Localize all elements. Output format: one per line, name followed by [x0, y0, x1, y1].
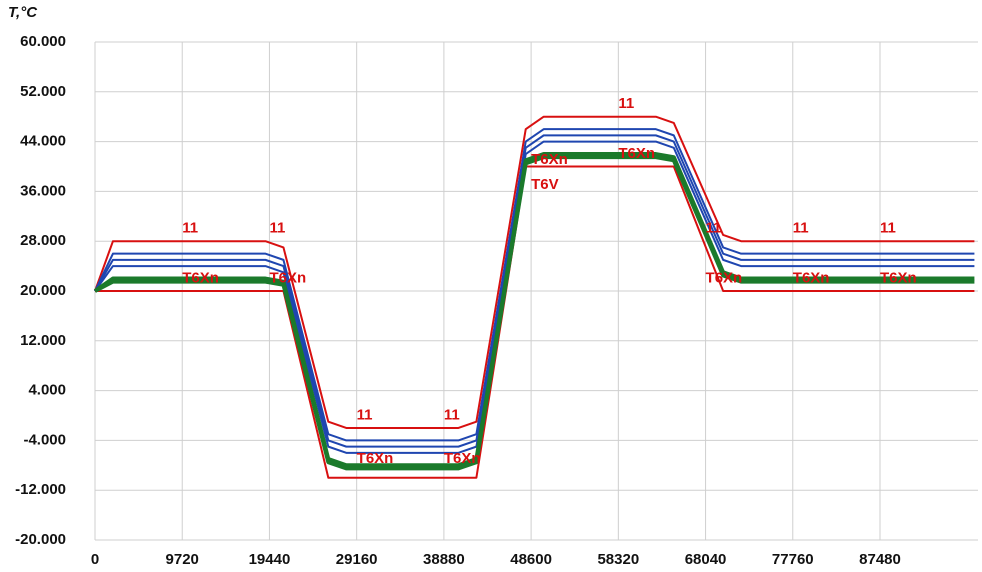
y-tick-label: -20.000	[15, 531, 66, 548]
annotation: T6Xn	[357, 450, 394, 467]
x-tick-label: 19440	[249, 551, 291, 568]
annotation: T6Xn	[444, 450, 481, 467]
annotation: 11	[182, 220, 198, 237]
annotation: 11	[357, 406, 373, 423]
annotation: T6Xn	[880, 270, 917, 287]
x-tick-label: 38880	[423, 551, 465, 568]
series-line	[94, 115, 975, 429]
annotation: 11	[706, 220, 722, 237]
annotation: 11	[618, 95, 634, 112]
annotation: 11	[880, 220, 896, 237]
annotation: T6Xn	[182, 270, 219, 287]
x-tick-label: 29160	[336, 551, 378, 568]
annotation: T6Xn	[618, 145, 655, 162]
series-line	[93, 152, 975, 468]
y-tick-label: 44.000	[20, 133, 66, 150]
annotation: 11	[269, 220, 285, 237]
y-tick-label: -12.000	[15, 481, 66, 498]
y-tick-label: 36.000	[20, 182, 66, 199]
annotation: T6V	[531, 176, 559, 193]
y-tick-label: -4.000	[23, 431, 66, 448]
annotation: 11	[793, 220, 809, 237]
y-tick-label: 60.000	[20, 33, 66, 50]
x-tick-label: 0	[91, 551, 99, 568]
series-line	[94, 128, 975, 442]
annotation: 11	[444, 406, 460, 423]
annotation: T6Xn	[793, 270, 830, 287]
y-tick-label: 20.000	[20, 282, 66, 299]
annotation: T6Xn	[706, 270, 743, 287]
series-line	[94, 134, 975, 448]
x-tick-label: 68040	[685, 551, 727, 568]
series-line	[94, 140, 975, 454]
x-tick-label: 87480	[859, 551, 901, 568]
y-tick-label: 12.000	[20, 332, 66, 349]
annotation: T6Xn	[531, 151, 568, 168]
x-tick-label: 9720	[166, 551, 199, 568]
series-line	[94, 155, 975, 471]
x-tick-label: 77760	[772, 551, 814, 568]
y-tick-label: 4.000	[28, 382, 66, 399]
series-line	[95, 165, 975, 479]
annotation: T6Xn	[269, 270, 306, 287]
y-axis-label: T,°C	[8, 4, 38, 21]
x-tick-label: 58320	[597, 551, 639, 568]
y-tick-label: 28.000	[20, 232, 66, 249]
x-tick-label: 48600	[510, 551, 552, 568]
y-tick-label: 52.000	[20, 83, 66, 100]
